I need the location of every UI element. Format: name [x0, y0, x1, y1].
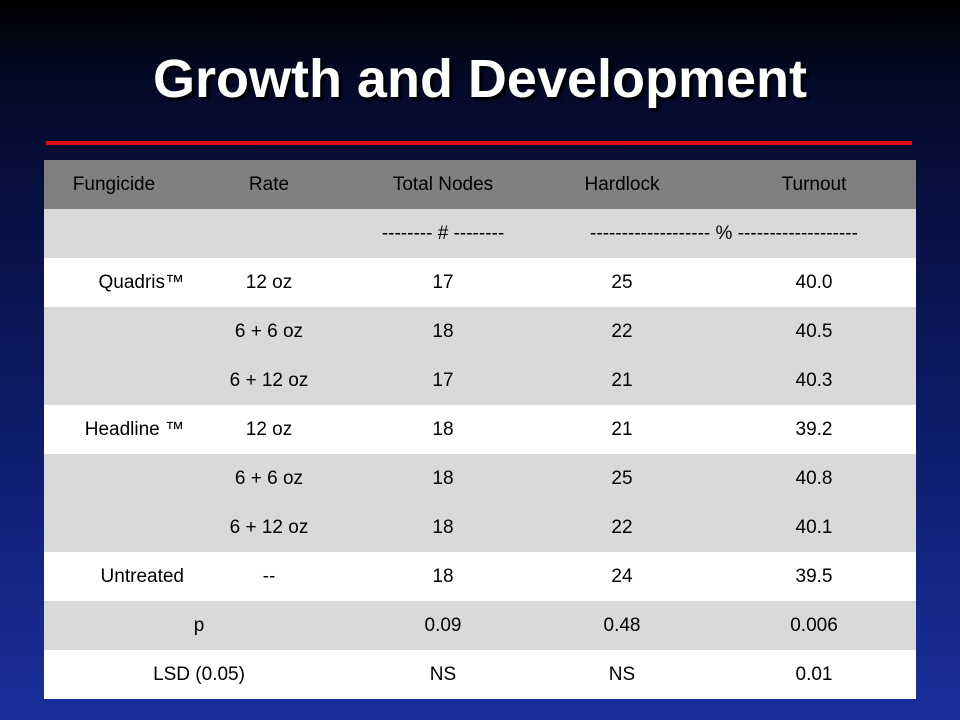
stat-turnout: 0.006	[790, 614, 838, 636]
cell-turnout: 40.8	[795, 467, 833, 489]
stat-hardlock: NS	[608, 663, 636, 685]
header-rate: Rate	[184, 160, 354, 209]
header-turnout: Turnout	[712, 160, 916, 209]
cell-hardlock: 25	[611, 271, 633, 293]
cell-rate: 6 + 12 oz	[229, 516, 309, 538]
cell-nodes: 18	[432, 418, 454, 440]
table-row: 6 + 12 oz 18 22 40.1	[44, 503, 916, 552]
cell-nodes: 17	[432, 271, 454, 293]
cell-fungicide: Headline ™	[84, 418, 184, 440]
header-total-nodes: Total Nodes	[354, 160, 532, 209]
cell-nodes: 18	[432, 467, 454, 489]
results-table: Fungicide Rate Total Nodes Hardlock Turn…	[44, 160, 916, 699]
stats-row-lsd: LSD (0.05) NS NS 0.01	[44, 650, 916, 699]
cell-nodes: 17	[432, 369, 454, 391]
stat-turnout: 0.01	[795, 663, 833, 685]
table-header-row: Fungicide Rate Total Nodes Hardlock Turn…	[44, 160, 916, 209]
cell-nodes: 18	[432, 320, 454, 342]
cell-turnout: 40.3	[795, 369, 833, 391]
stat-label: p	[193, 614, 205, 636]
cell-rate: 12 oz	[245, 418, 293, 440]
table-row: Untreated -- 18 24 39.5	[44, 552, 916, 601]
cell-hardlock: 22	[611, 320, 633, 342]
cell-turnout: 40.5	[795, 320, 833, 342]
stats-row-p: p 0.09 0.48 0.006	[44, 601, 916, 650]
stat-label: LSD (0.05)	[153, 663, 245, 685]
cell-hardlock: 25	[611, 467, 633, 489]
cell-fungicide: Untreated	[100, 565, 184, 587]
cell-rate: 6 + 6 oz	[234, 320, 304, 342]
cell-fungicide	[44, 356, 184, 405]
cell-hardlock: 22	[611, 516, 633, 538]
cell-nodes: 18	[432, 565, 454, 587]
cell-rate: --	[262, 565, 276, 587]
units-count: -------- # --------	[381, 222, 505, 244]
units-cell-empty	[184, 209, 354, 258]
cell-rate: 6 + 12 oz	[229, 369, 309, 391]
cell-hardlock: 21	[611, 418, 633, 440]
cell-nodes: 18	[432, 516, 454, 538]
cell-hardlock: 21	[611, 369, 633, 391]
cell-fungicide	[44, 307, 184, 356]
stat-hardlock: 0.48	[603, 614, 641, 636]
cell-hardlock: 24	[611, 565, 633, 587]
slide-title: Growth and Development	[152, 49, 808, 109]
cell-rate: 6 + 6 oz	[234, 467, 304, 489]
table-row: 6 + 6 oz 18 25 40.8	[44, 454, 916, 503]
cell-fungicide	[44, 454, 184, 503]
cell-fungicide: Quadris™	[98, 271, 184, 293]
cell-turnout: 39.5	[795, 565, 833, 587]
table-row: 6 + 6 oz 18 22 40.5	[44, 307, 916, 356]
units-row: -------- # -------- ------------------- …	[44, 209, 916, 258]
cell-turnout: 40.1	[795, 516, 833, 538]
cell-turnout: 40.0	[795, 271, 833, 293]
table-row: 6 + 12 oz 17 21 40.3	[44, 356, 916, 405]
header-hardlock: Hardlock	[532, 160, 712, 209]
units-percent: ------------------- % ------------------…	[590, 222, 858, 244]
table-row: Headline ™ 12 oz 18 21 39.2	[44, 405, 916, 454]
units-cell-empty	[44, 209, 184, 258]
table-row: Quadris™ 12 oz 17 25 40.0	[44, 258, 916, 307]
stat-nodes: NS	[429, 663, 457, 685]
cell-turnout: 39.2	[795, 418, 833, 440]
stat-nodes: 0.09	[424, 614, 462, 636]
header-fungicide: Fungicide	[44, 160, 184, 209]
cell-fungicide	[44, 503, 184, 552]
cell-rate: 12 oz	[245, 271, 293, 293]
title-underline	[46, 141, 912, 145]
